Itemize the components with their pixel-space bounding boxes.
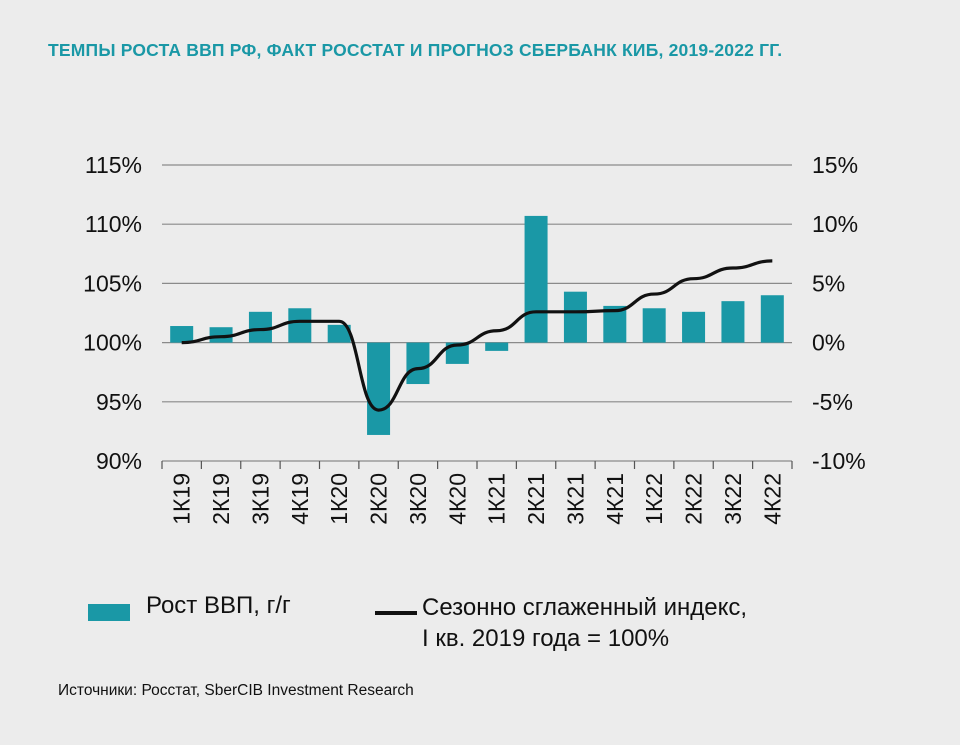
bar-4К21 bbox=[603, 305, 627, 343]
category-label: 2К22 bbox=[681, 473, 707, 525]
right-tick-label: -5% bbox=[812, 389, 853, 415]
bar-2К21 bbox=[524, 215, 548, 343]
left-tick-label: 95% bbox=[96, 389, 142, 415]
left-tick-label: 100% bbox=[83, 330, 142, 356]
legend-bar-label: Рост ВВП, г/г bbox=[146, 592, 291, 619]
bar-2К19 bbox=[209, 327, 233, 343]
right-tick-label: 15% bbox=[812, 152, 858, 178]
left-tick-label: 115% bbox=[85, 152, 142, 178]
right-tick-label: 0% bbox=[812, 330, 845, 356]
category-label: 2К20 bbox=[366, 473, 392, 525]
chart-area: 90% 95% 100% 105% 110% 115% -10% -5% 0% 5% 10% 15% 1… bbox=[83, 152, 866, 525]
legend-line-label-2: I кв. 2019 года = 100% bbox=[422, 625, 670, 652]
bar-1К21 bbox=[485, 342, 509, 351]
chart-title: ТЕМПЫ РОСТА ВВП РФ, ФАКТ РОССТАТ И ПРОГН… bbox=[48, 40, 783, 60]
bar-4К22 bbox=[760, 295, 784, 343]
right-tick-label: 10% bbox=[812, 211, 858, 237]
category-label: 1К22 bbox=[641, 473, 667, 525]
category-label: 2К19 bbox=[208, 473, 234, 525]
source-note: Источники: Росстат, SberCIB Investment R… bbox=[58, 682, 414, 699]
bar-3К19 bbox=[248, 311, 272, 343]
index-line bbox=[181, 259, 773, 412]
category-label: 3К22 bbox=[720, 473, 746, 525]
bar-3К20 bbox=[406, 342, 430, 385]
category-label: 4К22 bbox=[759, 473, 785, 525]
category-label: 1К21 bbox=[484, 473, 510, 525]
legend-bar-swatch bbox=[88, 604, 130, 621]
category-label: 4К19 bbox=[287, 473, 313, 525]
category-label: 4К20 bbox=[444, 473, 470, 525]
category-label: 3К21 bbox=[562, 473, 588, 525]
legend: Рост ВВП, г/г Сезонно сглаженный индекс,… bbox=[88, 592, 908, 662]
left-tick-label: 90% bbox=[96, 448, 142, 474]
legend-line-swatch bbox=[375, 611, 417, 615]
category-label: 3К20 bbox=[405, 473, 431, 525]
left-tick-label: 105% bbox=[83, 270, 142, 296]
right-tick-label: -10% bbox=[812, 448, 866, 474]
category-label: 4К21 bbox=[602, 473, 628, 525]
bar-2К20 bbox=[367, 342, 391, 435]
legend-line-label-1: Сезонно сглаженный индекс, bbox=[422, 594, 748, 621]
bar-4К20 bbox=[445, 342, 469, 364]
category-label: 2К21 bbox=[523, 473, 549, 525]
left-tick-label: 110% bbox=[85, 211, 142, 237]
legend-line-label: Сезонно сглаженный индекс, I кв. 2019 го… bbox=[422, 592, 747, 654]
bar-2К22 bbox=[682, 311, 706, 343]
bar-1К22 bbox=[642, 308, 666, 343]
right-tick-label: 5% bbox=[812, 270, 845, 296]
category-label: 3К19 bbox=[247, 473, 273, 525]
category-label: 1К20 bbox=[326, 473, 352, 525]
bar-3К22 bbox=[721, 301, 745, 343]
bar-1К20 bbox=[327, 324, 351, 343]
category-label: 1К19 bbox=[169, 473, 195, 525]
bar-4К19 bbox=[288, 308, 312, 343]
bar-1К19 bbox=[170, 326, 194, 343]
bar-3К21 bbox=[563, 291, 587, 343]
